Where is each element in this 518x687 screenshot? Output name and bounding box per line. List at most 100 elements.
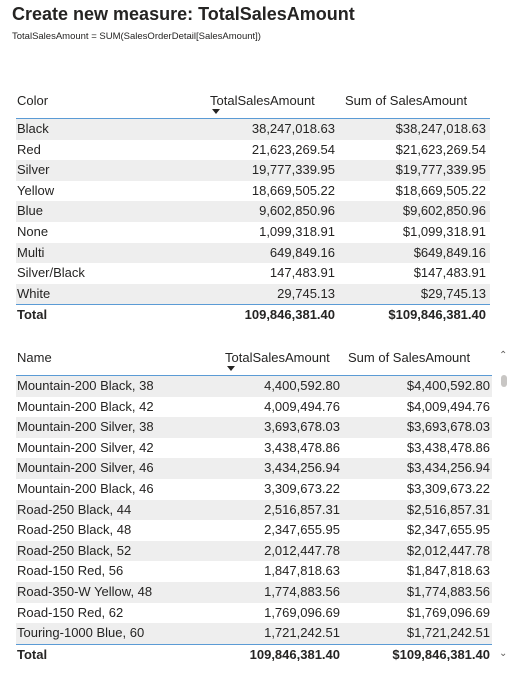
cell-label: Silver/Black (17, 265, 85, 281)
cell-label: Mountain-200 Silver, 42 (17, 439, 154, 455)
cell-sum-of-salesamount: $19,777,339.95 (395, 162, 486, 178)
table-row[interactable]: Road-150 Red, 56 1,847,818.63 $1,847,818.6… (16, 561, 492, 582)
cell-sum-of-salesamount: $29,745.13 (420, 285, 486, 301)
chevron-up-icon[interactable]: ⌃ (499, 350, 508, 361)
cell-sum-of-salesamount: $2,347,655.95 (406, 522, 490, 538)
vertical-scrollbar[interactable]: ⌃ ⌄ (497, 349, 511, 661)
cell-totalsalesamount: 29,745.13 (277, 285, 335, 301)
cell-sum-of-salesamount: $1,847,818.63 (406, 563, 490, 579)
total-sum-of-salesamount: $109,846,381.40 (388, 307, 486, 323)
product-sales-table: Name TotalSalesAmount Sum of SalesAmount… (16, 345, 492, 665)
column-header-name[interactable]: Name (17, 350, 52, 365)
cell-totalsalesamount: 9,602,850.96 (259, 203, 335, 219)
cell-totalsalesamount: 649,849.16 (269, 244, 335, 260)
cell-totalsalesamount: 1,769,096.69 (264, 604, 340, 620)
cell-sum-of-salesamount: $1,721,242.51 (406, 625, 490, 641)
cell-label: Silver (17, 162, 50, 178)
table-row[interactable]: Mountain-200 Silver, 42 3,438,478.86 $3,43… (16, 438, 492, 459)
table-row[interactable]: Yellow 18,669,505.22 $18,669,505.22 (16, 181, 490, 202)
table-row[interactable]: Mountain-200 Silver, 46 3,434,256.94 $3,43… (16, 458, 492, 479)
table-row[interactable]: Road-350-W Yellow, 48 1,774,883.56 $1,774,… (16, 581, 492, 603)
cell-totalsalesamount: 3,438,478.86 (264, 439, 340, 455)
cell-totalsalesamount: 1,774,883.56 (264, 583, 340, 599)
color-sales-table: Color TotalSalesAmount Sum of SalesAmoun… (16, 88, 490, 325)
cell-sum-of-salesamount: $2,012,447.78 (406, 542, 490, 558)
cell-totalsalesamount: 3,434,256.94 (264, 460, 340, 476)
table-row[interactable]: Mountain-200 Black, 46 3,309,673.22 $3,309… (16, 479, 492, 500)
column-header-sum-of-salesamount[interactable]: Sum of SalesAmount (345, 93, 468, 108)
table-row[interactable]: Silver/Black 147,483.91 $147,483.91 (16, 263, 490, 284)
cell-totalsalesamount: 1,099,318.91 (259, 223, 335, 239)
table-row[interactable]: Road-150 Red, 62 1,769,096.69 $1,769,096.6… (16, 603, 492, 624)
table-row[interactable]: Mountain-200 Black, 42 4,009,494.76 $4,009… (16, 397, 492, 418)
table-row[interactable]: Road-250 Black, 52 2,012,447.78 $2,012,447… (16, 540, 492, 562)
table-header: Name TotalSalesAmount Sum of SalesAmount (16, 345, 492, 376)
cell-label: Mountain-200 Black, 42 (17, 398, 154, 414)
cell-totalsalesamount: 21,623,269.54 (251, 141, 335, 157)
cell-label: Road-250 Black, 44 (17, 501, 132, 517)
cell-totalsalesamount: 4,009,494.76 (264, 398, 340, 414)
cell-sum-of-salesamount: $4,009,494.76 (406, 398, 490, 414)
cell-sum-of-salesamount: $3,309,673.22 (406, 480, 490, 496)
cell-label: Road-150 Red, 62 (17, 604, 124, 620)
cell-sum-of-salesamount: $1,774,883.56 (406, 583, 490, 599)
table-body: Black 38,247,018.63 $38,247,018.63 Red 21,62… (16, 119, 490, 305)
cell-label: Mountain-200 Black, 46 (17, 480, 154, 496)
column-header-sum-of-salesamount[interactable]: Sum of SalesAmount (348, 350, 471, 365)
cell-sum-of-salesamount: $649,849.16 (413, 244, 486, 260)
table-row[interactable]: White 29,745.13 $29,745.13 (16, 283, 490, 305)
total-totalsalesamount: 109,846,381.40 (249, 647, 340, 662)
table-row[interactable]: Red 21,623,269.54 $21,623,269.54 (16, 140, 490, 161)
measure-formula: TotalSalesAmount = SUM(SalesOrderDetail[… (12, 31, 261, 42)
cell-label: Road-250 Black, 52 (17, 542, 132, 558)
table-row[interactable]: Blue 9,602,850.96 $9,602,850.96 (16, 201, 490, 222)
cell-label: Red (17, 141, 41, 157)
column-header-totalsalesamount[interactable]: TotalSalesAmount (210, 93, 315, 108)
scrollbar-thumb[interactable] (501, 375, 507, 387)
cell-totalsalesamount: 3,693,678.03 (264, 419, 340, 435)
cell-label: Black (17, 121, 49, 136)
cell-label: Touring-1000 Blue, 60 (17, 625, 145, 641)
cell-label: Road-150 Red, 56 (17, 563, 124, 579)
cell-sum-of-salesamount: $2,516,857.31 (406, 501, 490, 517)
table-row[interactable]: Multi 649,849.16 $649,849.16 (16, 242, 490, 264)
cell-totalsalesamount: 2,012,447.78 (264, 542, 340, 558)
cell-totalsalesamount: 18,669,505.22 (251, 182, 335, 198)
cell-totalsalesamount: 19,777,339.95 (251, 162, 335, 178)
cell-sum-of-salesamount: $1,099,318.91 (402, 223, 486, 239)
table-row[interactable]: Black 38,247,018.63 $38,247,018.63 (16, 119, 490, 140)
cell-sum-of-salesamount: $18,669,505.22 (395, 182, 486, 198)
sort-descending-icon[interactable] (227, 366, 235, 371)
total-totalsalesamount: 109,846,381.40 (244, 307, 335, 323)
table-row[interactable]: Touring-1000 Blue, 60 1,721,242.51 $1,721,… (16, 623, 492, 644)
cell-sum-of-salesamount: $3,693,678.03 (406, 419, 490, 435)
cell-label: Mountain-200 Black, 38 (17, 378, 154, 393)
table-row[interactable]: Road-250 Black, 48 2,347,655.95 $2,347,655… (16, 520, 492, 541)
cell-label: Blue (17, 203, 44, 219)
cell-sum-of-salesamount: $3,434,256.94 (406, 460, 490, 476)
page-title: Create new measure: TotalSalesAmount (12, 4, 355, 24)
column-header-color[interactable]: Color (17, 93, 49, 108)
cell-sum-of-salesamount: $1,769,096.69 (406, 604, 490, 620)
column-header-totalsalesamount[interactable]: TotalSalesAmount (225, 350, 330, 365)
cell-totalsalesamount: 1,847,818.63 (264, 563, 340, 579)
table-row[interactable]: Road-250 Black, 44 2,516,857.31 $2,516,857… (16, 499, 492, 521)
cell-sum-of-salesamount: $4,400,592.80 (406, 378, 490, 393)
sort-descending-icon[interactable] (212, 109, 220, 114)
table-row[interactable]: Mountain-200 Black, 38 4,400,592.80 $4,400… (16, 376, 492, 397)
cell-label: Mountain-200 Silver, 38 (17, 419, 154, 435)
cell-totalsalesamount: 3,309,673.22 (264, 480, 340, 496)
cell-label: Road-250 Black, 48 (17, 522, 132, 538)
cell-totalsalesamount: 38,247,018.63 (251, 121, 335, 136)
table-header: Color TotalSalesAmount Sum of SalesAmoun… (16, 88, 490, 119)
table-row[interactable]: Silver 19,777,339.95 $19,777,339.95 (16, 160, 490, 181)
table-body[interactable]: Mountain-200 Black, 38 4,400,592.80 $4,400… (16, 376, 492, 644)
cell-sum-of-salesamount: $3,438,478.86 (406, 439, 490, 455)
cell-label: Yellow (17, 182, 55, 198)
cell-label: None (17, 223, 49, 239)
total-sum-of-salesamount: $109,846,381.40 (392, 647, 490, 662)
table-row[interactable]: None 1,099,318.91 $1,099,318.91 (16, 222, 490, 243)
table-total-row: Total 109,846,381.40 $109,846,381.40 (16, 644, 492, 665)
table-row[interactable]: Mountain-200 Silver, 38 3,693,678.03 $3,69… (16, 417, 492, 438)
chevron-down-icon[interactable]: ⌄ (499, 648, 508, 659)
